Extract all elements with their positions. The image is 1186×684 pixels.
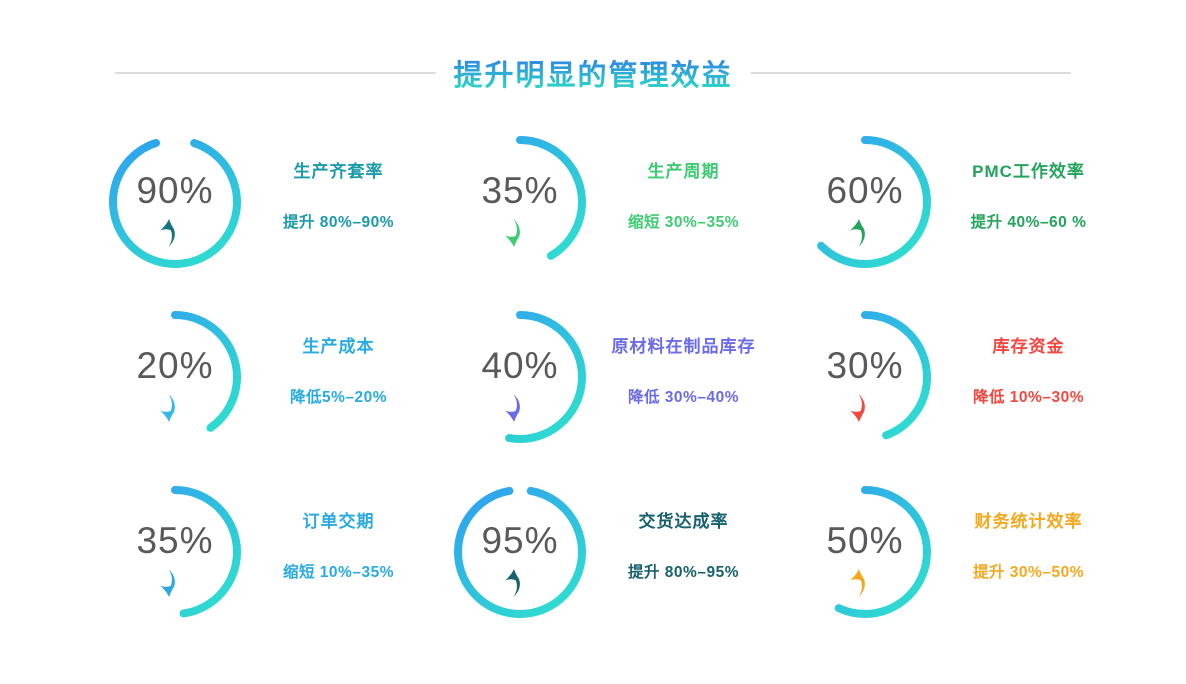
metric-text: 生产成本 降低5%–20% (250, 332, 433, 407)
donut-arc (109, 486, 241, 618)
percent-value: 95% (481, 520, 559, 561)
metric-cell: 20% 生产成本 降低5%–20% (88, 301, 433, 453)
trend-arrow-up-icon (505, 569, 520, 597)
donut-chart: 35% (100, 477, 250, 627)
metric-detail: 降低5%–20% (289, 388, 388, 406)
metric-label: 交货达成率 (638, 511, 729, 531)
title-bar: 提升明显的管理效益 (115, 52, 1072, 94)
metric-text: 生产周期 缩短 30%–35% (595, 157, 778, 232)
donut-arc (799, 311, 931, 443)
metric-detail: 缩短 10%–35% (283, 563, 394, 581)
title-divider-left (115, 72, 436, 74)
trend-arrow-up-icon (850, 569, 865, 597)
metric-text: 库存资金 降低 10%–30% (940, 332, 1123, 407)
metric-label: 订单交期 (302, 511, 375, 531)
metric-text: 财务统计效率 提升 30%–50% (940, 507, 1123, 582)
donut-chart: 40% (445, 302, 595, 452)
percent-value: 20% (136, 345, 214, 386)
trend-arrow-up-icon (850, 219, 865, 247)
donut-chart: 90% (100, 127, 250, 277)
trend-arrow-down-icon (505, 219, 520, 247)
donut-arc (799, 136, 931, 268)
metric-detail: 提升 40%–60 % (970, 213, 1087, 231)
metric-label: 原材料在制品库存 (611, 336, 756, 356)
metrics-grid: 90% 生产齐套率 提升 80%–90% 35% 生产周期 缩短 30%–35% (88, 126, 1128, 651)
title-divider-right (750, 72, 1072, 74)
metric-cell: 35% 生产周期 缩短 30%–35% (433, 126, 778, 278)
metric-detail: 降低 10%–30% (973, 388, 1084, 406)
donut-chart: 60% (790, 127, 940, 277)
metric-cell: 60% PMC工作效率 提升 40%–60 % (778, 126, 1123, 278)
donut-chart: 50% (790, 477, 940, 627)
donut-chart: 20% (100, 302, 250, 452)
donut-chart: 95% (445, 477, 595, 627)
trend-arrow-down-icon (160, 569, 175, 597)
metric-cell: 50% 财务统计效率 提升 30%–50% (778, 476, 1123, 628)
metric-cell: 90% 生产齐套率 提升 80%–90% (88, 126, 433, 278)
donut-arc (799, 486, 931, 618)
metric-label: 财务统计效率 (974, 511, 1083, 531)
trend-arrow-down-icon (850, 394, 865, 422)
trend-arrow-up-icon (160, 219, 175, 247)
donut-chart: 30% (790, 302, 940, 452)
metric-detail: 降低 30%–40% (628, 388, 739, 406)
percent-value: 35% (136, 520, 214, 561)
metric-label: 生产齐套率 (293, 161, 384, 181)
metric-text: 订单交期 缩短 10%–35% (250, 507, 433, 582)
percent-value: 35% (481, 170, 559, 211)
metric-detail: 缩短 30%–35% (628, 213, 739, 231)
donut-arc (454, 311, 586, 443)
metric-detail: 提升 30%–50% (973, 563, 1084, 581)
metric-label: 生产成本 (302, 336, 375, 356)
donut-arc (454, 136, 586, 268)
page-title: 提升明显的管理效益 (454, 52, 733, 94)
metric-text: 原材料在制品库存 降低 30%–40% (595, 332, 778, 407)
metric-text: PMC工作效率 提升 40%–60 % (940, 157, 1123, 232)
metric-label: PMC工作效率 (972, 161, 1085, 181)
percent-value: 50% (826, 520, 904, 561)
metric-cell: 30% 库存资金 降低 10%–30% (778, 301, 1123, 453)
donut-arc (109, 136, 241, 268)
percent-value: 40% (481, 345, 559, 386)
trend-arrow-down-icon (160, 394, 175, 422)
metric-detail: 提升 80%–95% (628, 563, 739, 581)
donut-arc (109, 311, 241, 443)
metric-label: 库存资金 (992, 336, 1065, 356)
donut-arc (454, 486, 586, 618)
metric-label: 生产周期 (647, 161, 720, 181)
percent-value: 60% (826, 170, 904, 211)
metric-text: 生产齐套率 提升 80%–90% (250, 157, 433, 232)
trend-arrow-down-icon (505, 394, 520, 422)
percent-value: 30% (826, 345, 904, 386)
metric-cell: 95% 交货达成率 提升 80%–95% (433, 476, 778, 628)
percent-value: 90% (136, 170, 214, 211)
metric-cell: 40% 原材料在制品库存 降低 30%–40% (433, 301, 778, 453)
metric-text: 交货达成率 提升 80%–95% (595, 507, 778, 582)
metric-cell: 35% 订单交期 缩短 10%–35% (88, 476, 433, 628)
metric-detail: 提升 80%–90% (283, 213, 394, 231)
donut-chart: 35% (445, 127, 595, 277)
